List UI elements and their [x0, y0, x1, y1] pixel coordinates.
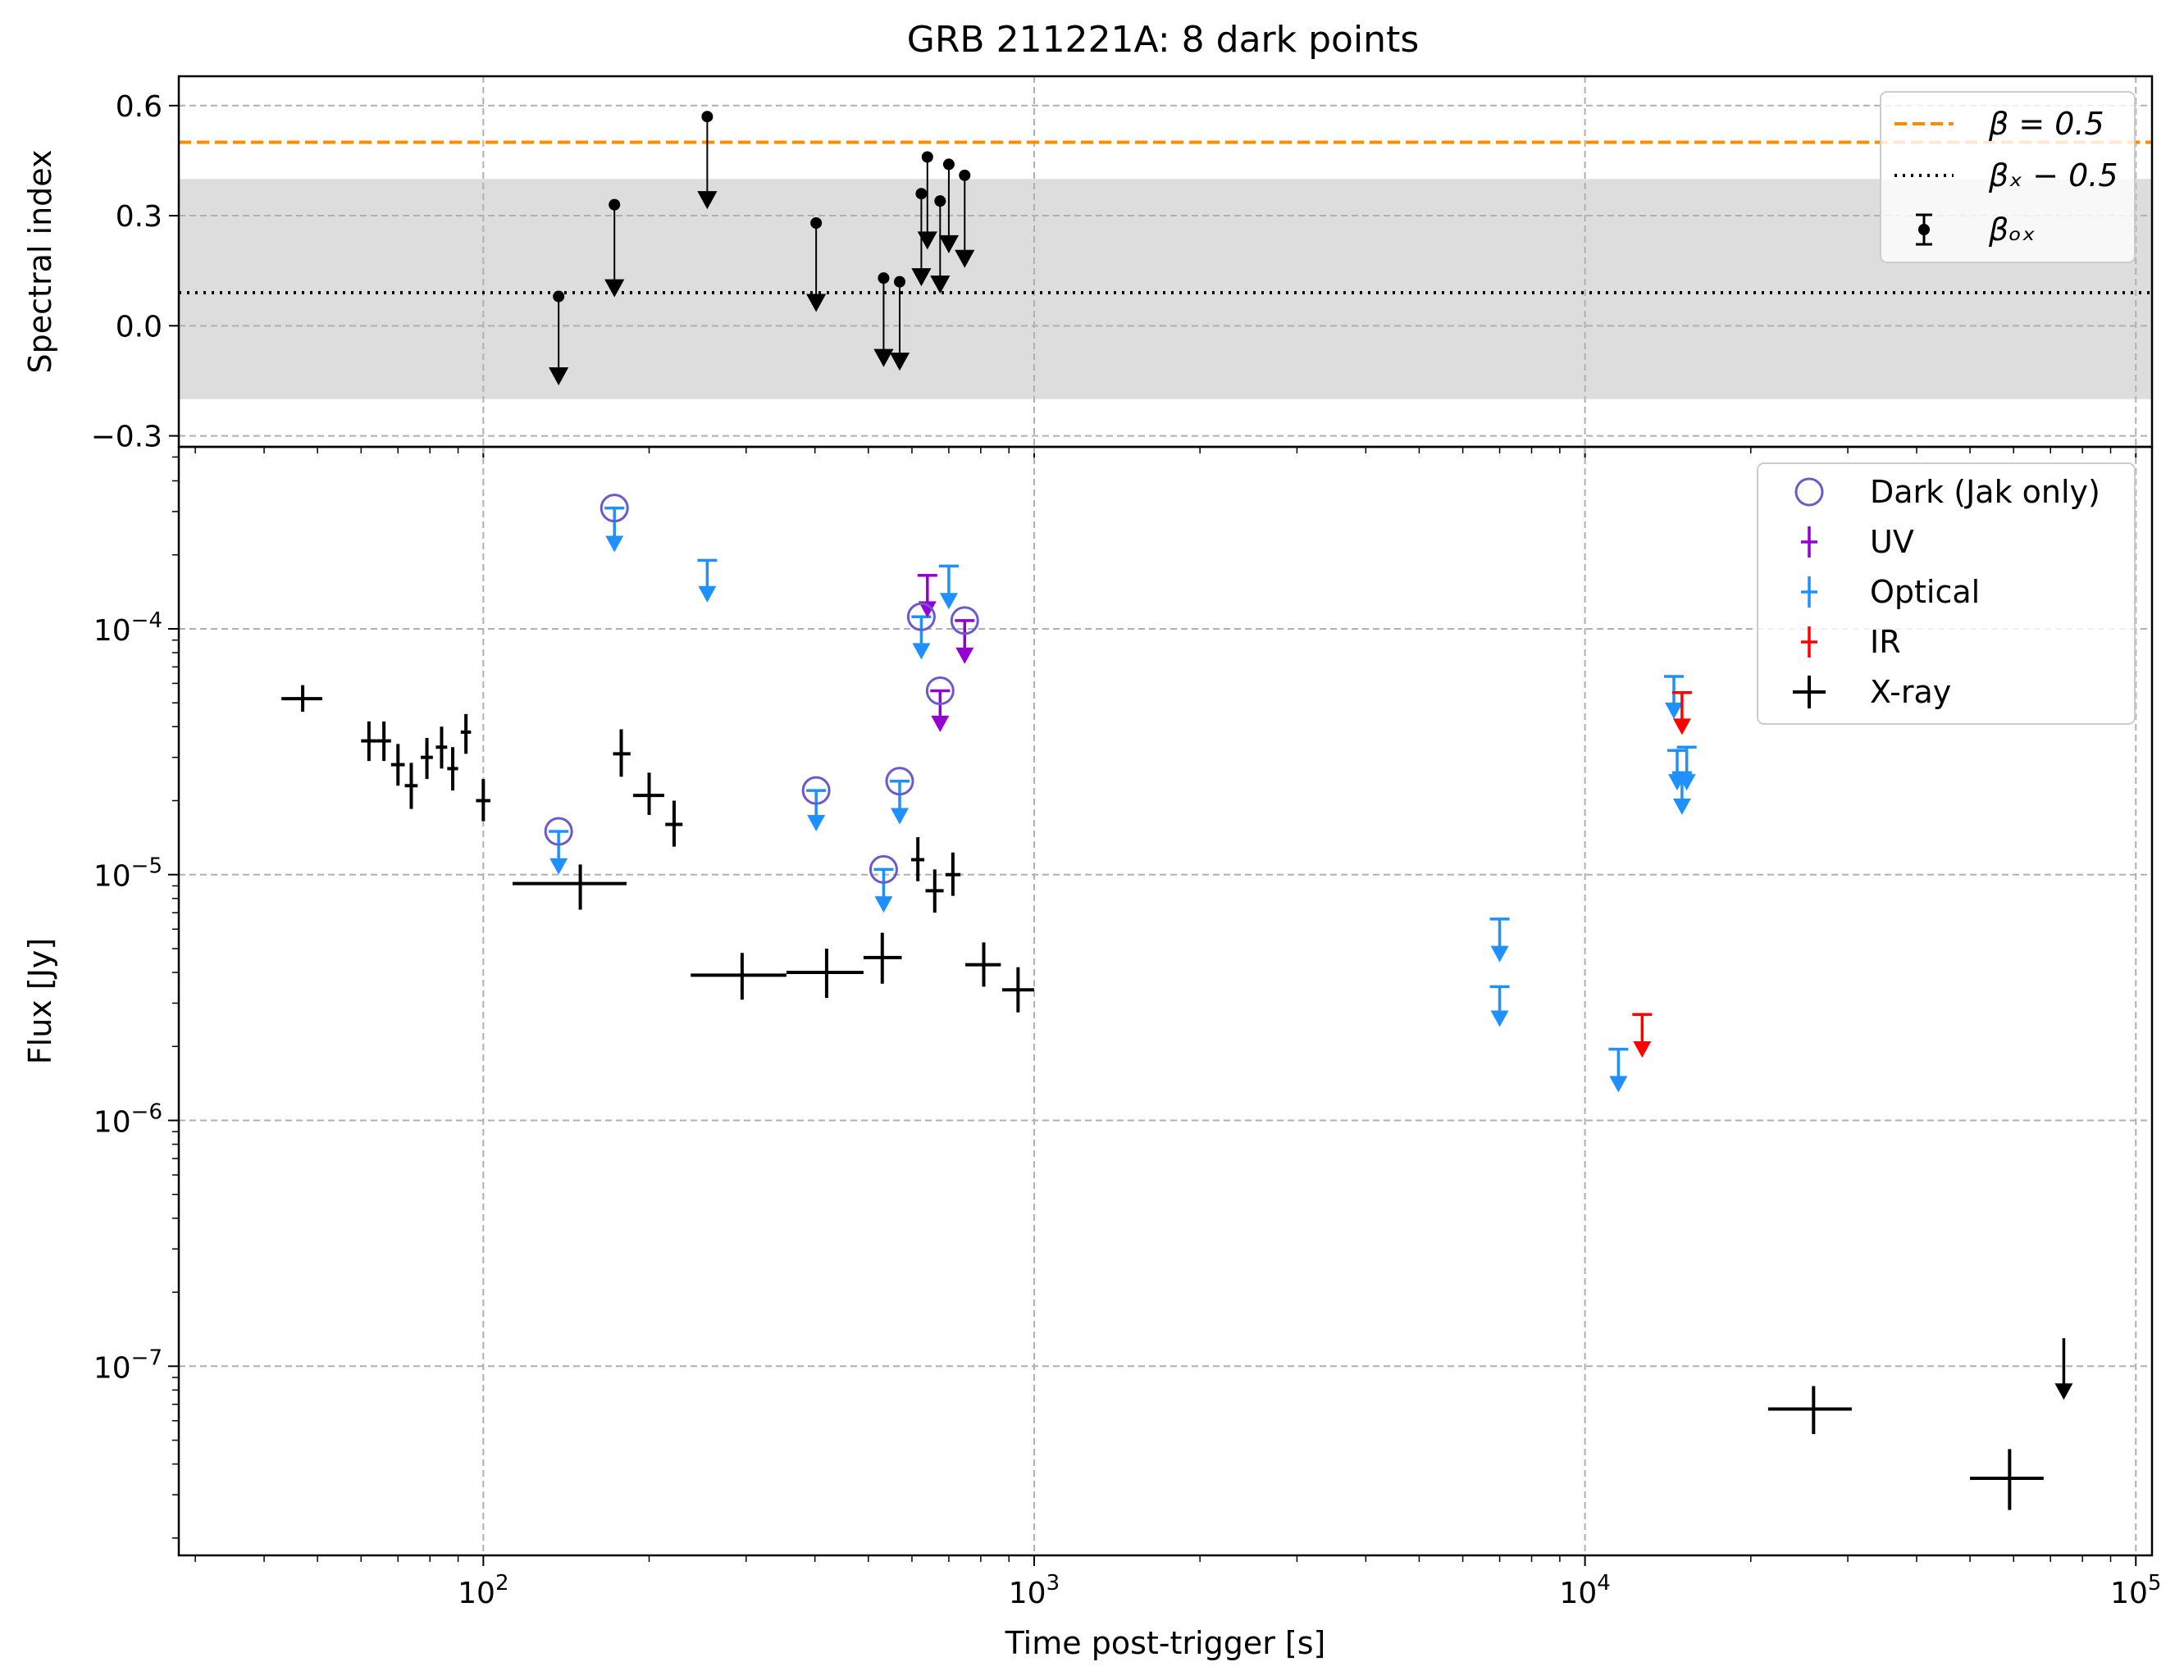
bottom-ytick-label-1: 10−6	[93, 1100, 162, 1140]
legend-label-ir: IR	[1870, 624, 1901, 660]
bottom-ytick-label-3: 10−4	[93, 608, 162, 648]
beta-ox-limit-8-head	[930, 275, 951, 294]
flux-panel: 10−7 10−6 10−5 10−4 102 103 104 105 Time post-…	[22, 445, 2161, 1661]
dark-point-7	[950, 606, 979, 635]
beta-ox-limit-1-head	[604, 279, 625, 298]
spectral-index-panel: −0.3 0.0 0.3 0.6 Spectral index β = 0.5 βₓ …	[22, 75, 2154, 458]
dark-point-4	[885, 767, 914, 796]
legend-swatch-beta-ox-dot	[1918, 224, 1930, 235]
top-legend-box	[1880, 91, 2136, 263]
beta-ox-limit-3-head	[806, 294, 827, 312]
beta-ox-points	[549, 111, 975, 385]
top-ytick-label-3: 0.6	[116, 90, 162, 124]
legend-label-optical: Optical	[1870, 574, 1980, 610]
chart-title: GRB 211221A: 8 dark points	[907, 19, 1420, 61]
optical-limit-1-head	[605, 535, 624, 553]
top-y-axis-label: Spectral index	[22, 150, 58, 374]
beta-ox-limit-5-head	[889, 353, 910, 371]
top-ytick-label-1: 0.0	[116, 310, 162, 344]
legend-swatch-dark	[1794, 477, 1824, 507]
beta-x-band	[179, 179, 2152, 399]
top-legend: β = 0.5 βₓ − 0.5 βₒₓ	[1880, 91, 2136, 263]
dark-point-6	[925, 676, 955, 705]
uv-limit-0-head	[918, 601, 937, 618]
optical-limit-3-head	[807, 814, 826, 831]
legend-label-uv: UV	[1870, 524, 1914, 560]
legend-label-beta-ox: βₒₓ	[1988, 212, 2036, 248]
bottom-xtick-label-2: 104	[1559, 1571, 1610, 1610]
top-y-ticks: −0.3 0.0 0.3 0.6	[91, 90, 179, 454]
optical-limit-6-head	[912, 643, 931, 660]
optical-limit-10-head	[1609, 1076, 1628, 1093]
beta-ox-limit-9-head	[938, 234, 960, 253]
dark-point-0	[544, 817, 573, 846]
reference-lines	[179, 140, 2152, 295]
bottom-y-ticks: 10−7 10−6 10−5 10−4	[93, 456, 179, 1539]
optical-limit-5-head	[890, 808, 909, 825]
optical-limit-4-head	[874, 896, 893, 913]
x-ray-limit-0-head	[2054, 1383, 2073, 1400]
optical-limit-7-head	[939, 593, 958, 610]
bottom-legend: Dark (Jak only) UV Optical IR X-ray	[1757, 462, 2136, 725]
x-axis-label: Time post-trigger [s]	[1005, 1625, 1326, 1661]
bottom-grid	[179, 447, 2152, 1555]
top-ytick-label-0: −0.3	[91, 421, 162, 454]
dark-point-3	[869, 854, 898, 884]
optical-limit-13-head	[1672, 798, 1691, 815]
dark-point-2	[801, 776, 831, 805]
bottom-ytick-label-2: 10−5	[93, 854, 162, 894]
bottom-xtick-label-3: 105	[2110, 1571, 2161, 1610]
optical-limit-11-head	[1664, 702, 1683, 719]
beta-ox-limit-4-head	[873, 348, 894, 367]
legend-label-beta-05: β = 0.5	[1988, 106, 2104, 142]
uv-limit-1-head	[931, 715, 950, 732]
optical-limit-0-head	[549, 858, 568, 875]
legend-label-dark: Dark (Jak only)	[1870, 474, 2100, 510]
optical-limit-9-head	[1490, 1010, 1509, 1027]
bottom-xtick-label-1: 103	[1009, 1571, 1060, 1610]
optical-limit-8-head	[1490, 945, 1509, 963]
bottom-x-ticks: 102 103 104 105	[194, 1555, 2161, 1610]
bottom-ytick-label-0: 10−7	[93, 1345, 162, 1385]
uv-limit-2-head	[955, 647, 974, 664]
beta-ox-limit-6-head	[911, 268, 932, 287]
ir-limit-0-head	[1633, 1040, 1652, 1058]
bottom-axes-frame	[177, 445, 2154, 1557]
flux-points	[281, 494, 2073, 1510]
beta-ox-limit-2-head	[697, 191, 718, 210]
legend-label-xray: X-ray	[1870, 674, 1951, 710]
bottom-y-axis-label: Flux [Jy]	[22, 938, 58, 1064]
top-ytick-label-2: 0.3	[116, 200, 162, 234]
beta-ox-limit-7-head	[917, 231, 937, 250]
bottom-legend-box	[1757, 462, 2136, 725]
ir-limit-1-head	[1672, 718, 1691, 735]
dark-point-1	[600, 494, 629, 523]
optical-limit-2-head	[698, 585, 717, 603]
beta-x-uncertainty-band	[179, 179, 2152, 399]
beta-ox-limit-10-head	[955, 249, 975, 268]
top-x-ticks	[194, 447, 2137, 458]
dark-point-5	[906, 602, 936, 631]
optical-limit-14-head	[1677, 774, 1696, 791]
legend-label-beta-x: βₓ − 0.5	[1988, 157, 2118, 193]
beta-ox-limit-0-head	[549, 367, 569, 385]
bottom-xtick-label-0: 102	[458, 1571, 508, 1610]
top-grid	[179, 76, 2152, 447]
